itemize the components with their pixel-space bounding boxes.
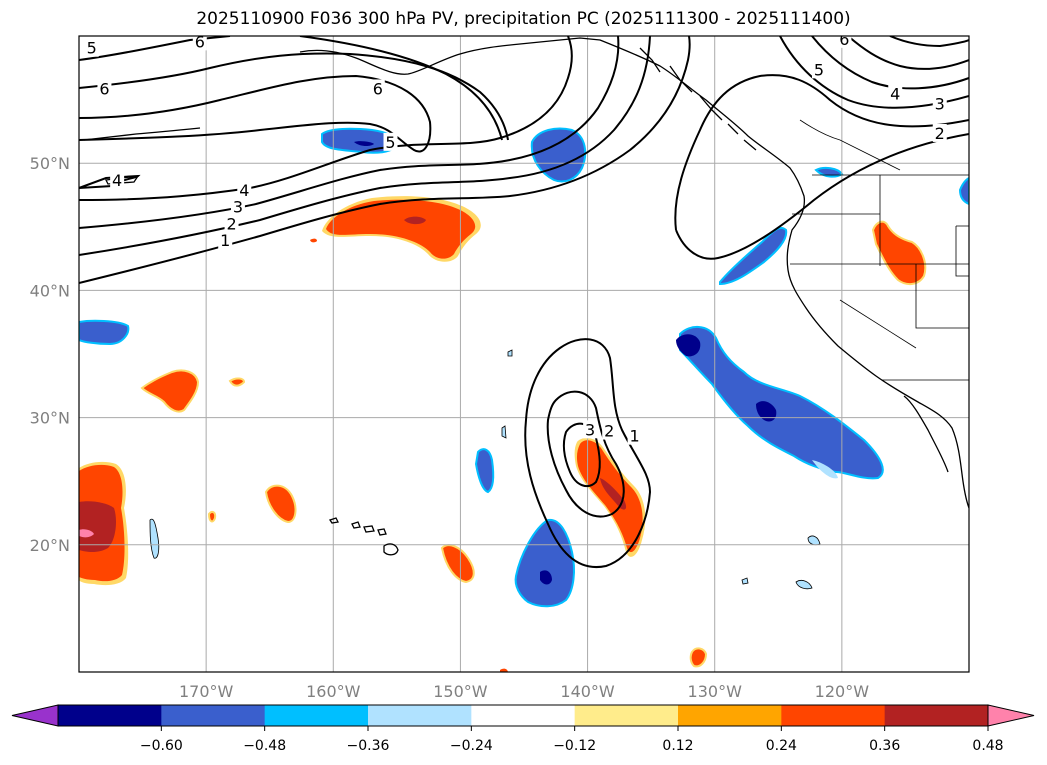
colorbar-extend-low <box>11 704 59 727</box>
colorbar-bin <box>574 705 679 726</box>
svg-text:5: 5 <box>385 133 395 152</box>
precip-positive-dateline <box>79 461 129 586</box>
pv-contour-label: 4 <box>888 84 903 104</box>
longitude-ticks: 170°W 160°W 150°W 140°W 130°W 120°W <box>179 682 869 701</box>
colorbar-tick-label: 0.48 <box>972 738 1003 754</box>
svg-text:3: 3 <box>233 198 243 217</box>
lon-tick-label: 150°W <box>433 682 488 701</box>
colorbar-tick-label: 0.24 <box>766 738 797 754</box>
pv-contour-label: 5 <box>811 60 826 79</box>
pv-contour-label: 6 <box>97 79 112 98</box>
precip-negative-north-pacific-a <box>321 127 398 154</box>
precip-negative-small <box>79 166 969 590</box>
colorbar-tick-label: −0.12 <box>553 738 596 754</box>
precip-positive-central-pacific <box>574 437 646 557</box>
colorbar-tick-label: 0.12 <box>662 738 693 754</box>
svg-text:1: 1 <box>630 427 640 446</box>
pv-contour-label: 2 <box>602 421 617 441</box>
colorbar-extend-high <box>987 704 1035 727</box>
pv-contour-label: 6 <box>837 30 852 49</box>
lat-tick-label: 30°N <box>30 409 70 428</box>
lon-tick-label: 120°W <box>815 682 870 701</box>
pv-contour-label: 6 <box>370 79 385 98</box>
colorbar-bin <box>471 705 576 726</box>
pv-contour-label: 6 <box>192 32 207 51</box>
lon-tick-label: 140°W <box>560 682 615 701</box>
lat-tick-label: 40°N <box>30 281 70 300</box>
hawaiian-islands <box>328 517 399 556</box>
latitude-ticks: 20°N 30°N 40°N 50°N <box>30 154 70 555</box>
map-title: 2025110900 F036 300 hPa PV, precipitatio… <box>196 9 851 29</box>
svg-text:2: 2 <box>604 422 614 441</box>
precip-positive-small <box>140 220 927 672</box>
svg-text:6: 6 <box>195 32 205 51</box>
pv-contour-label: 2 <box>932 123 947 143</box>
precip-positive-north-pacific <box>322 196 481 262</box>
precip-negative-south-central <box>514 518 575 608</box>
pv-contour-label: 5 <box>383 132 398 152</box>
svg-text:2: 2 <box>226 214 236 233</box>
svg-text:6: 6 <box>373 79 383 98</box>
svg-text:1: 1 <box>220 231 230 250</box>
colorbar-bin <box>58 705 162 726</box>
pv-contour-label: 1 <box>627 426 642 446</box>
map-frame <box>78 35 970 673</box>
precip-negative-subtropical-ne <box>676 326 884 480</box>
svg-text:4: 4 <box>239 181 249 200</box>
colorbar-tick-label: −0.36 <box>347 738 390 754</box>
precip-negative-pacific-nw <box>719 226 788 286</box>
svg-text:2: 2 <box>935 124 945 143</box>
svg-text:3: 3 <box>585 420 595 439</box>
lat-tick-label: 20°N <box>30 536 70 555</box>
colorbar-bin <box>264 705 369 726</box>
lat-tick-label: 50°N <box>30 154 70 173</box>
svg-text:6: 6 <box>839 30 849 49</box>
colorbar: −0.60 −0.48 −0.36 −0.24 −0.12 0.12 0.24 0.36 0.4… <box>11 704 1035 754</box>
coastlines <box>83 37 969 509</box>
pv-contour-label: 4 <box>110 171 125 190</box>
pv-contour-label: 5 <box>84 38 99 58</box>
colorbar-outline <box>57 704 989 727</box>
svg-text:3: 3 <box>935 95 945 114</box>
pv-contours <box>79 36 969 569</box>
colorbar-tick-label: 0.36 <box>869 738 900 754</box>
lon-tick-label: 160°W <box>306 682 361 701</box>
pv-contour-label: 4 <box>237 181 252 200</box>
graticule <box>79 36 969 672</box>
svg-text:4: 4 <box>890 85 900 104</box>
colorbar-bin <box>678 705 782 726</box>
pv-contour-label: 3 <box>932 94 947 114</box>
colorbar-bin <box>884 705 989 726</box>
colorbar-tick-label: −0.24 <box>450 738 493 754</box>
svg-text:6: 6 <box>99 79 109 98</box>
pv-contour-label: 2 <box>224 214 239 233</box>
colorbar-bin <box>161 705 266 726</box>
colorbar-tick-label: −0.48 <box>243 738 286 754</box>
pv-contour-label: 3 <box>230 197 245 217</box>
svg-text:5: 5 <box>87 39 97 58</box>
colorbar-tick-label: −0.60 <box>140 738 183 754</box>
svg-text:5: 5 <box>814 60 824 79</box>
colorbar-bin <box>781 705 886 726</box>
pv-contour-label: 3 <box>583 420 598 439</box>
lon-tick-label: 170°W <box>179 682 234 701</box>
pv-contour-label: 1 <box>218 230 233 250</box>
svg-text:4: 4 <box>112 171 122 190</box>
precip-negative-north-pacific-b <box>530 127 587 183</box>
political-borders <box>790 119 969 381</box>
colorbar-bin <box>368 705 472 726</box>
lon-tick-label: 130°W <box>688 682 743 701</box>
